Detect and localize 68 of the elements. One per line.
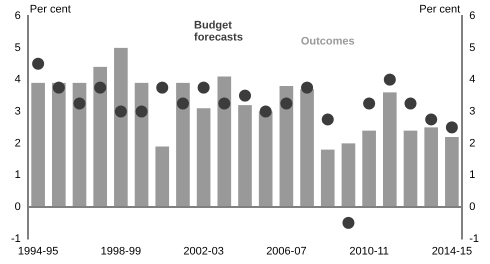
point bbox=[156, 82, 168, 94]
y-tick-label: 3 bbox=[14, 106, 21, 118]
bar bbox=[31, 82, 45, 207]
y2-tick-label: -1 bbox=[469, 232, 479, 245]
bar bbox=[114, 48, 128, 207]
point bbox=[198, 82, 210, 94]
bar bbox=[342, 143, 356, 207]
y-tick-label: 4 bbox=[14, 74, 21, 86]
point bbox=[114, 105, 127, 118]
point bbox=[363, 98, 376, 110]
point bbox=[384, 74, 396, 86]
x-tick-label: 1994-95 bbox=[18, 245, 58, 258]
point bbox=[136, 105, 148, 118]
point bbox=[425, 113, 438, 126]
bar bbox=[404, 130, 418, 207]
point bbox=[260, 105, 272, 118]
point bbox=[32, 58, 44, 70]
point bbox=[322, 113, 334, 126]
bar bbox=[382, 92, 397, 207]
bar bbox=[238, 105, 252, 207]
y2-tick-label: 6 bbox=[469, 10, 476, 22]
point bbox=[342, 216, 354, 229]
point bbox=[52, 82, 65, 94]
y-tick-label: -1 bbox=[11, 232, 21, 245]
x-tick-label: 2014-15 bbox=[432, 245, 472, 258]
y2-tick-label: 3 bbox=[469, 106, 476, 118]
point bbox=[218, 98, 230, 110]
bar bbox=[72, 82, 86, 207]
y2-tick-label: 4 bbox=[469, 74, 476, 86]
point bbox=[301, 82, 314, 94]
point bbox=[74, 98, 86, 110]
point bbox=[176, 98, 189, 110]
y2-tick-label: 0 bbox=[469, 201, 476, 214]
x-tick-label: 1998-99 bbox=[100, 245, 142, 258]
y-tick-label: 5 bbox=[14, 42, 21, 54]
bar bbox=[445, 136, 459, 207]
bar bbox=[155, 146, 170, 207]
y2-tick-label: 1 bbox=[469, 169, 476, 182]
bar bbox=[258, 111, 273, 207]
bar bbox=[362, 130, 376, 207]
y2-tick-label: 2 bbox=[469, 137, 476, 150]
y-tick-label: 6 bbox=[14, 10, 21, 22]
bar bbox=[93, 66, 108, 207]
bar bbox=[300, 89, 314, 207]
bar bbox=[424, 127, 438, 207]
point bbox=[404, 98, 416, 110]
bar bbox=[280, 86, 294, 207]
y2-tick-label: 5 bbox=[469, 42, 476, 54]
x-tick-label: 2010-11 bbox=[349, 245, 389, 258]
point bbox=[239, 90, 251, 102]
bar bbox=[196, 108, 210, 207]
x-tick-label: 2002-03 bbox=[183, 245, 224, 258]
bar bbox=[134, 82, 148, 207]
point bbox=[280, 98, 292, 110]
text: Budget forecasts bbox=[194, 20, 243, 44]
y-axis-title: Per cent bbox=[30, 4, 71, 16]
point bbox=[94, 82, 106, 94]
bar bbox=[52, 82, 66, 207]
y-tick-label: 0 bbox=[14, 201, 21, 214]
text: Outcomes bbox=[300, 36, 355, 48]
y2-axis-title: Per cent bbox=[419, 4, 460, 16]
bar bbox=[320, 150, 335, 207]
y-tick-label: 1 bbox=[14, 169, 21, 182]
x-tick-label: 2006-07 bbox=[266, 245, 307, 258]
y-tick-label: 2 bbox=[14, 137, 21, 150]
point bbox=[446, 121, 458, 134]
bar bbox=[176, 82, 190, 207]
bar bbox=[217, 76, 232, 207]
